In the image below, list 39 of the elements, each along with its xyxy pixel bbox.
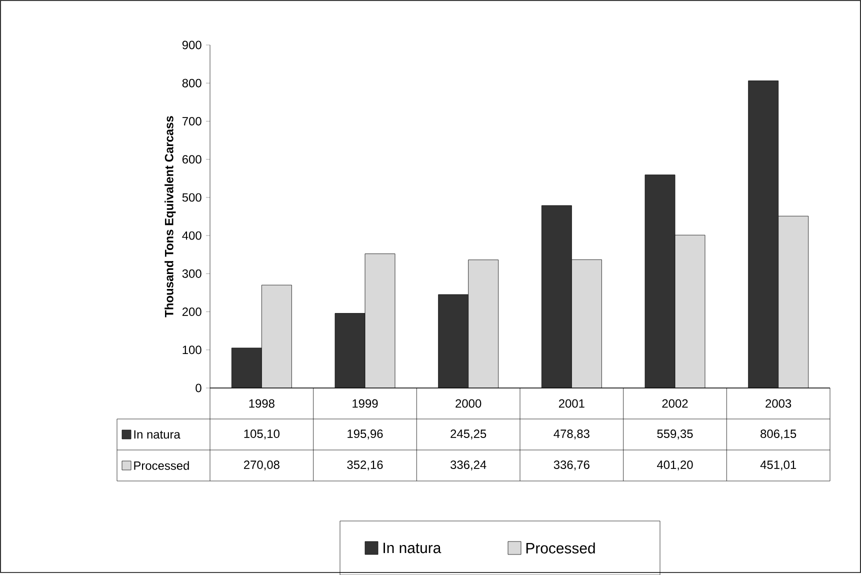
y-tick-label: 700	[182, 116, 202, 126]
data-label: 401,20	[657, 460, 693, 470]
data-label: 336,76	[554, 460, 590, 470]
data-label: 559,35	[657, 429, 693, 440]
bar	[468, 260, 498, 388]
y-tick-label: 500	[182, 193, 202, 202]
data-label: 806,15	[760, 429, 796, 440]
y-tick-label: 800	[182, 78, 202, 88]
data-label: 451,01	[760, 460, 796, 470]
bar	[262, 284, 292, 388]
x-tick-label: 1999	[352, 399, 378, 408]
data-label: 245,25	[450, 429, 486, 440]
bar	[675, 235, 706, 388]
data-label: 195,96	[348, 429, 383, 440]
bar	[365, 254, 396, 388]
data-label: 352,16	[347, 460, 383, 470]
text: Processed	[526, 542, 595, 554]
data-label: 336,24	[450, 460, 486, 470]
bar	[572, 260, 602, 388]
y-tick-label: 100	[182, 346, 202, 354]
y-tick-label: 600	[182, 155, 202, 164]
x-tick-label: 1998	[249, 399, 274, 408]
legend-label: In natura	[134, 430, 180, 439]
x-tick-label: 2000	[456, 399, 482, 408]
x-tick-label: 2002	[662, 399, 688, 408]
y-tick-label: 400	[182, 231, 202, 240]
data-label: 270,08	[244, 460, 280, 470]
y-tick-label: 0	[196, 384, 202, 392]
y-tick-label: 200	[182, 307, 202, 316]
text: In natura	[384, 542, 442, 554]
bar	[778, 216, 809, 388]
x-tick-label: 2003	[766, 399, 792, 408]
data-label: 105,10	[244, 429, 280, 440]
x-tick-label: 2001	[558, 399, 584, 408]
legend-label: Processed	[134, 461, 189, 470]
y-axis-title: Thousand Tons Equivalent Carcass	[164, 116, 176, 318]
y-tick-label: 300	[182, 269, 202, 278]
y-tick-label: 900	[182, 40, 202, 50]
data-label: 478,83	[554, 429, 590, 440]
